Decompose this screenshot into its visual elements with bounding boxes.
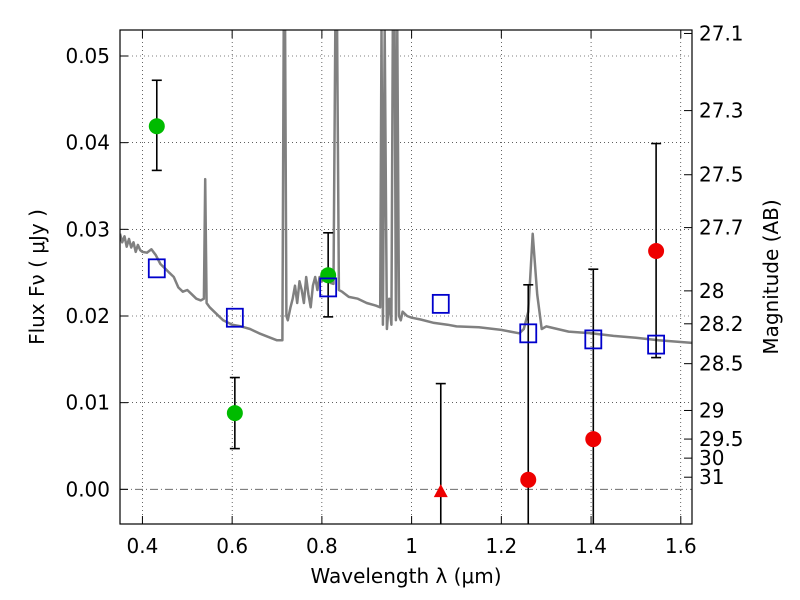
data-point-circle [226,405,243,422]
y-right-tick-label: 29.5 [699,427,744,451]
y-tick-label: 0.02 [65,304,110,328]
x-tick-label: 0.8 [306,534,338,558]
x-axis-title: Wavelength λ (μm) [310,564,501,588]
x-tick-label: 1.2 [485,534,517,558]
y-right-tick-label: 28.2 [699,312,744,336]
y-tick-label: 0.01 [65,391,110,415]
y-axis-right-title: Magnitude (AB) [759,199,783,354]
error-bars [151,79,662,524]
x-tick-label: 1 [405,534,418,558]
x-tick-label: 0.6 [216,534,248,558]
data-point-circle [648,243,665,259]
data-point-triangle [433,484,448,498]
data-point-square [147,258,166,279]
data-point-square [519,323,538,344]
data-point-circle [148,118,165,135]
data-point-square [319,277,338,298]
y-tick-label: 0.05 [65,44,110,68]
y-right-tick-label: 29 [699,398,724,422]
y-axis-title: Flux Fν ( μJy ) [25,209,49,345]
y-right-tick-label: 27.5 [699,163,744,187]
data-point-square [225,307,244,328]
y-right-tick-label: 27.1 [699,21,744,45]
data-points [147,118,666,498]
x-tick-label: 0.4 [127,534,159,558]
y-right-tick-label: 28.5 [699,352,744,376]
data-point-circle [320,267,337,284]
y-tick-label: 0.03 [65,217,110,241]
data-point-square [647,334,666,355]
x-tick-label: 1.6 [665,534,697,558]
y-tick-label: 0.04 [65,131,110,155]
axes-frame [119,29,693,525]
axis-ticks: 0.4 0.6 0.8 1 1.2 1.4 1.6 0.00 0.01 0.02 0.03 0.04 0… [65,21,743,558]
grid [120,30,692,524]
y-tick-label: 0.00 [65,477,110,501]
y-right-tick-label: 27.3 [699,99,744,123]
y-right-tick-label: 30 [699,446,724,470]
data-point-square [431,293,450,314]
plot-frame [119,29,693,525]
data-point-circle [520,471,537,488]
model-spectrum-line [120,30,692,345]
model-spectrum [120,30,692,345]
y-right-tick-label: 31 [699,465,724,489]
y-right-tick-label: 28 [699,279,724,303]
data-point-square [584,329,603,350]
y-right-tick-label: 27.7 [699,216,744,240]
data-point-circle [585,431,602,448]
x-tick-label: 1.4 [575,534,607,558]
